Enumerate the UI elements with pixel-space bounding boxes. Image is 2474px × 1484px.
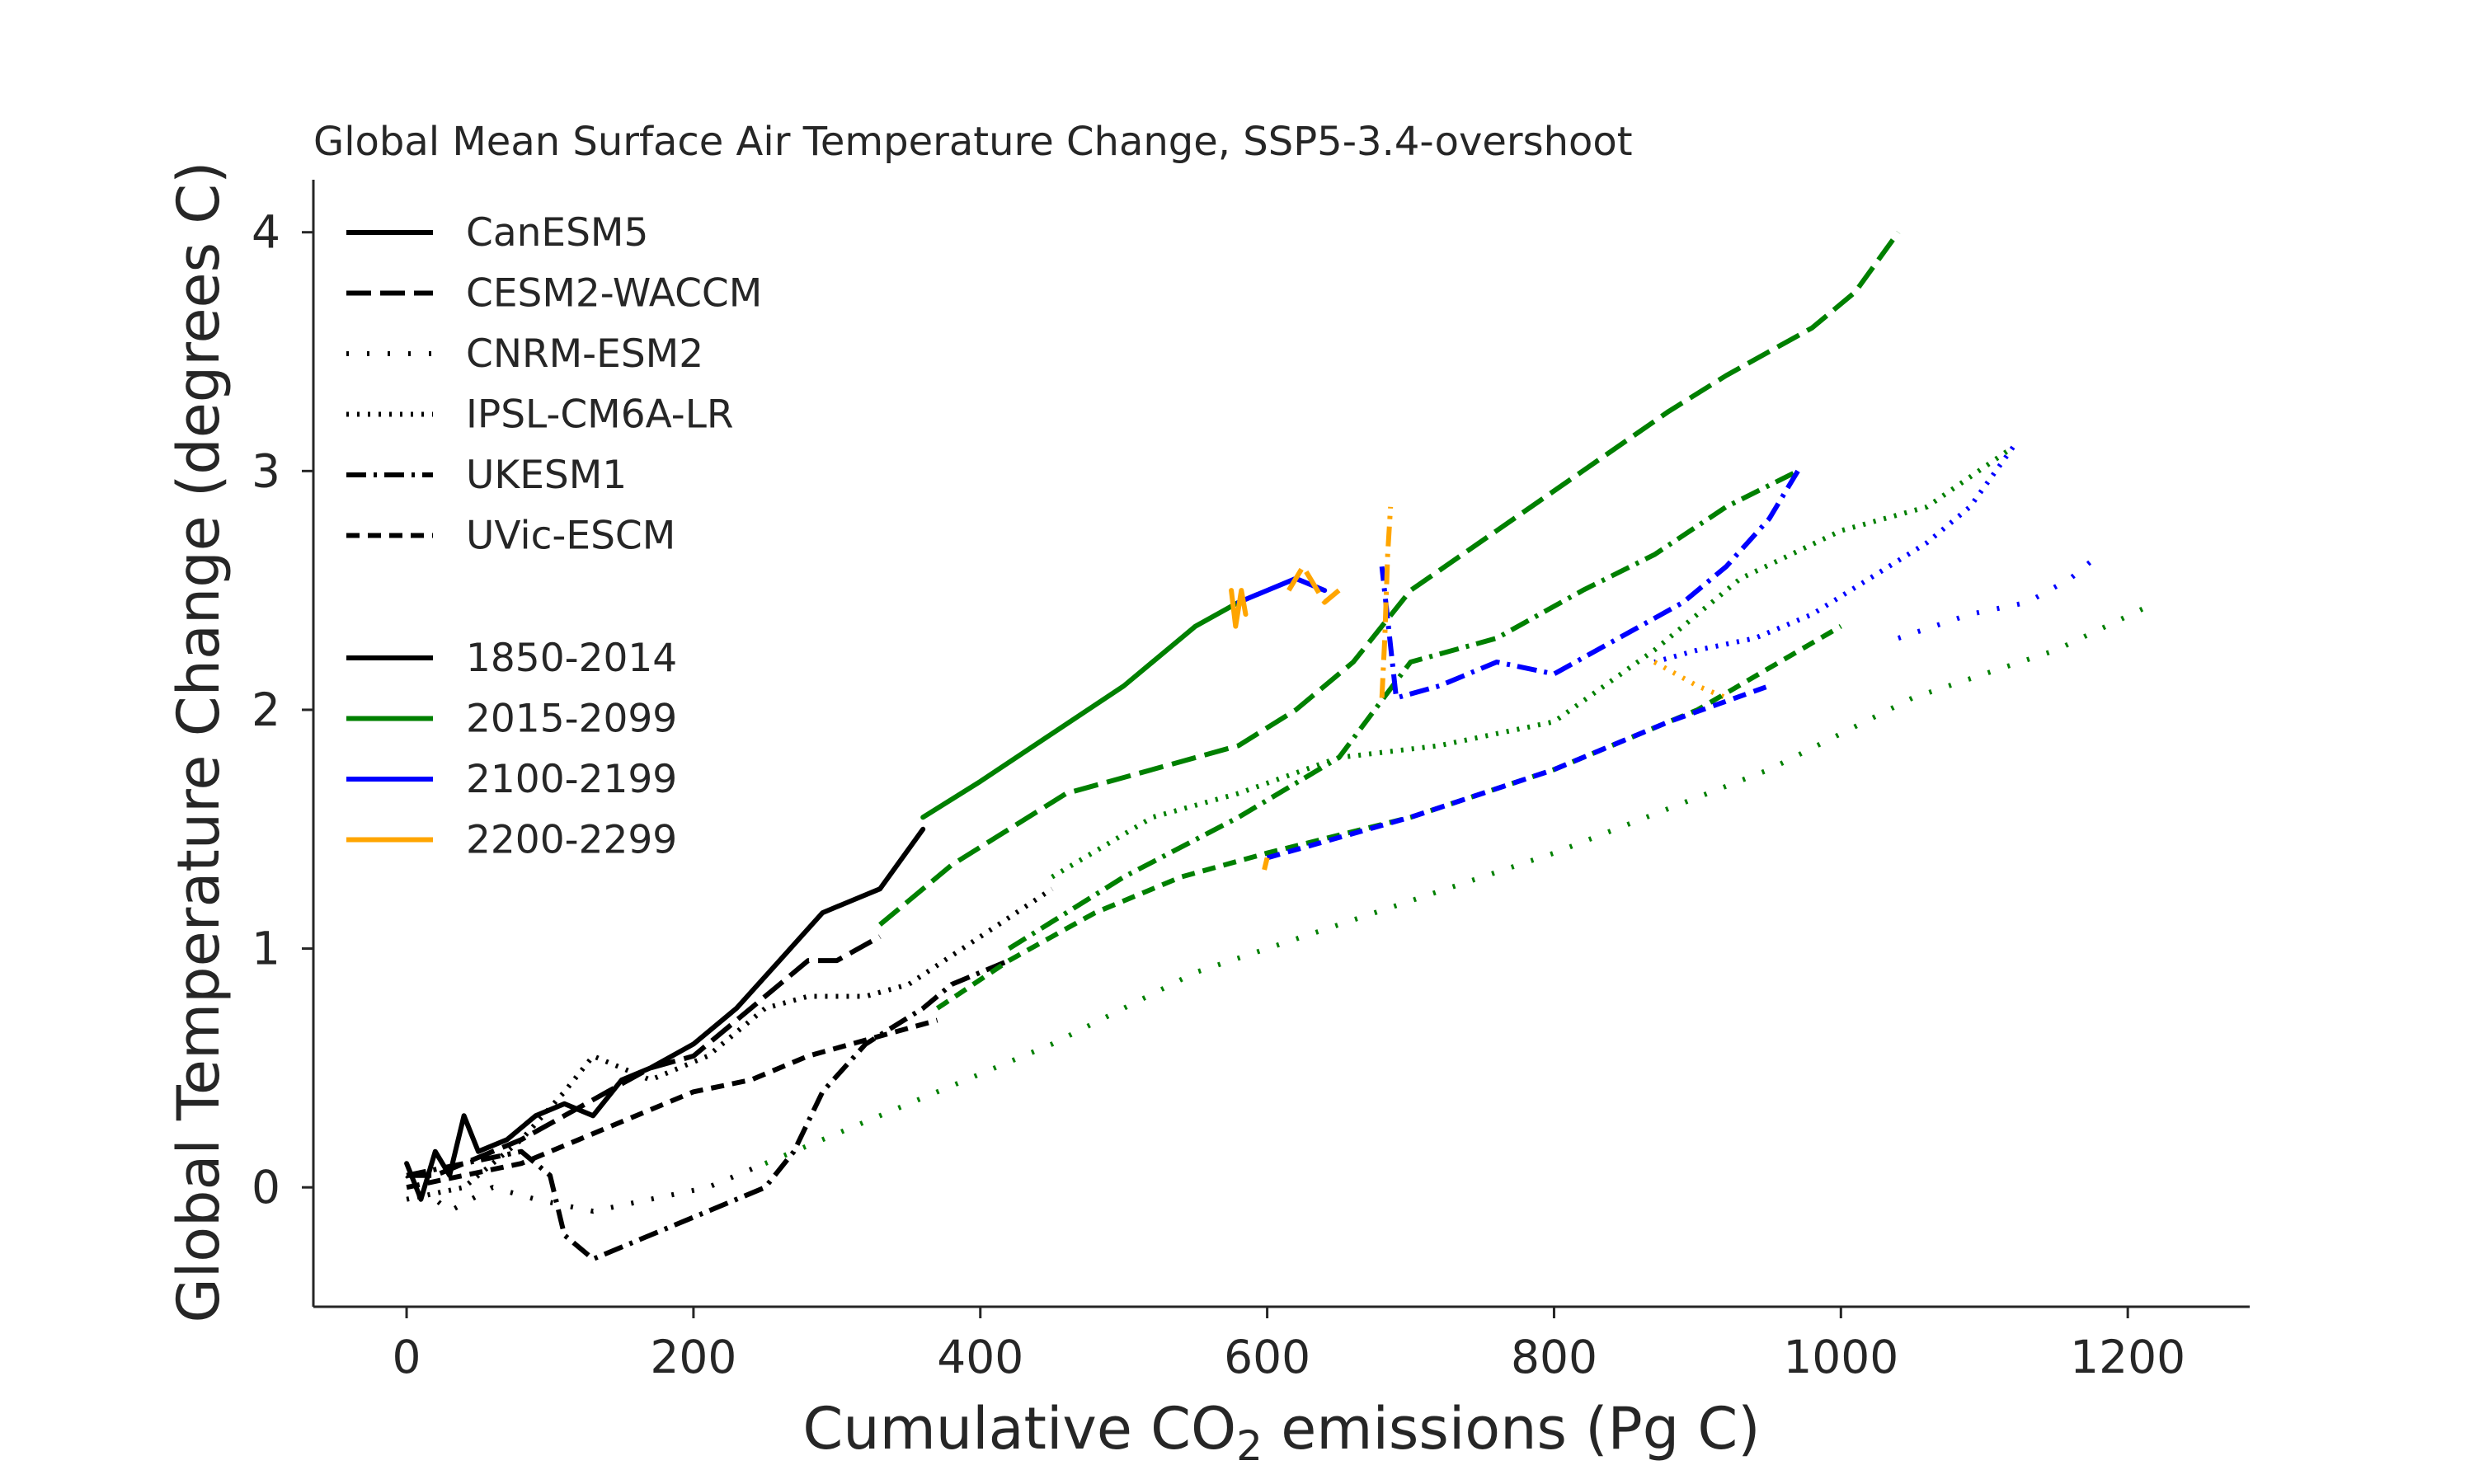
series-line-ukesm1-2200-2299 xyxy=(1379,506,1394,698)
series-line-uvic-escm-2015-2099 xyxy=(935,624,1842,1011)
series-line-canesm5-2100-2199 xyxy=(1235,575,1328,605)
series-line-cesm2-waccm-2015-2099 xyxy=(878,230,1901,927)
series-line-canesm5-2200-2299 xyxy=(1229,588,1249,629)
plot-area xyxy=(404,230,2158,1262)
series-line-uvic-escm-2100-2199 xyxy=(1266,683,1771,861)
chart-title: Global Mean Surface Air Temperature Chan… xyxy=(313,119,1633,165)
series-line-ipsl-cm6a-lr-2015-2099 xyxy=(1051,444,2015,880)
x-tick-label: 1000 xyxy=(1783,1331,1898,1383)
legend: CanESM5 CESM2-WACCM CNRM-ESM2 IPSL-CM6A-LR U… xyxy=(346,210,762,863)
y-tick-label: 1 xyxy=(252,923,280,975)
legend-label-model: CESM2-WACCM xyxy=(466,271,762,317)
x-tick-label: 200 xyxy=(650,1331,736,1383)
x-tick-label: 800 xyxy=(1511,1331,1597,1383)
series-line-canesm5-2015-2099 xyxy=(920,599,1241,820)
series-line-ukesm1-2100-2199 xyxy=(1379,469,1800,701)
series-line-cnrm-esm2-2015-2099 xyxy=(764,599,2158,1166)
legend-label-model: IPSL-CM6A-LR xyxy=(466,392,734,438)
y-axis-label: Global Temperature Change (degrees C) xyxy=(165,162,233,1323)
legend-label-period: 1850-2014 xyxy=(466,636,677,681)
series-line-ukesm1-2015-2099 xyxy=(1007,468,1799,951)
series-line-ipsl-cm6a-lr-1850-2014 xyxy=(406,886,1054,1202)
x-axis-label-subscript: 2 xyxy=(1236,1422,1263,1470)
series-line-cesm2-waccm-1850-2014 xyxy=(407,934,882,1178)
x-tick-label: 1200 xyxy=(2070,1331,2185,1383)
series-line-cesm2-waccm-2200-2299 xyxy=(1286,564,1341,605)
y-tick-label: 0 xyxy=(252,1161,280,1214)
axes xyxy=(312,180,2250,1308)
x-ticks: 0 200 400 600 800 1000 1200 xyxy=(393,1307,2185,1383)
series-line-ukesm1-1850-2014 xyxy=(406,958,1010,1262)
legend-label-model: CanESM5 xyxy=(466,210,648,256)
x-tick-label: 400 xyxy=(937,1331,1023,1383)
y-tick-label: 2 xyxy=(252,683,280,736)
legend-label-model: CNRM-ESM2 xyxy=(466,331,703,377)
series-line-ipsl-cm6a-lr-2100-2199 xyxy=(1653,445,2015,665)
y-ticks: 0 1 2 3 4 xyxy=(252,206,313,1214)
legend-label-period: 2200-2299 xyxy=(466,818,677,863)
legend-label-period: 2100-2199 xyxy=(466,757,677,802)
legend-label-period: 2015-2099 xyxy=(466,697,677,742)
y-tick-label: 4 xyxy=(252,206,280,259)
series-line-uvic-escm-1850-2014 xyxy=(406,1017,938,1190)
x-tick-label: 0 xyxy=(393,1331,421,1383)
series-line-cnrm-esm2-2100-2199 xyxy=(1897,552,2101,641)
legend-label-model: UVic-ESCM xyxy=(466,514,675,559)
series-line-canesm5-1850-2014 xyxy=(404,826,926,1202)
series-line-uvic-escm-2200-2299 xyxy=(1262,857,1270,871)
x-tick-label: 600 xyxy=(1224,1331,1310,1383)
y-tick-label: 3 xyxy=(252,444,280,497)
series-line-ipsl-cm6a-lr-2200-2299 xyxy=(1653,660,1728,701)
x-axis-label: Cumulative CO2 emissions (Pg C) xyxy=(802,1395,1760,1470)
series-line-cnrm-esm2-1850-2014 xyxy=(405,1161,767,1214)
legend-label-model: UKESM1 xyxy=(466,453,627,498)
